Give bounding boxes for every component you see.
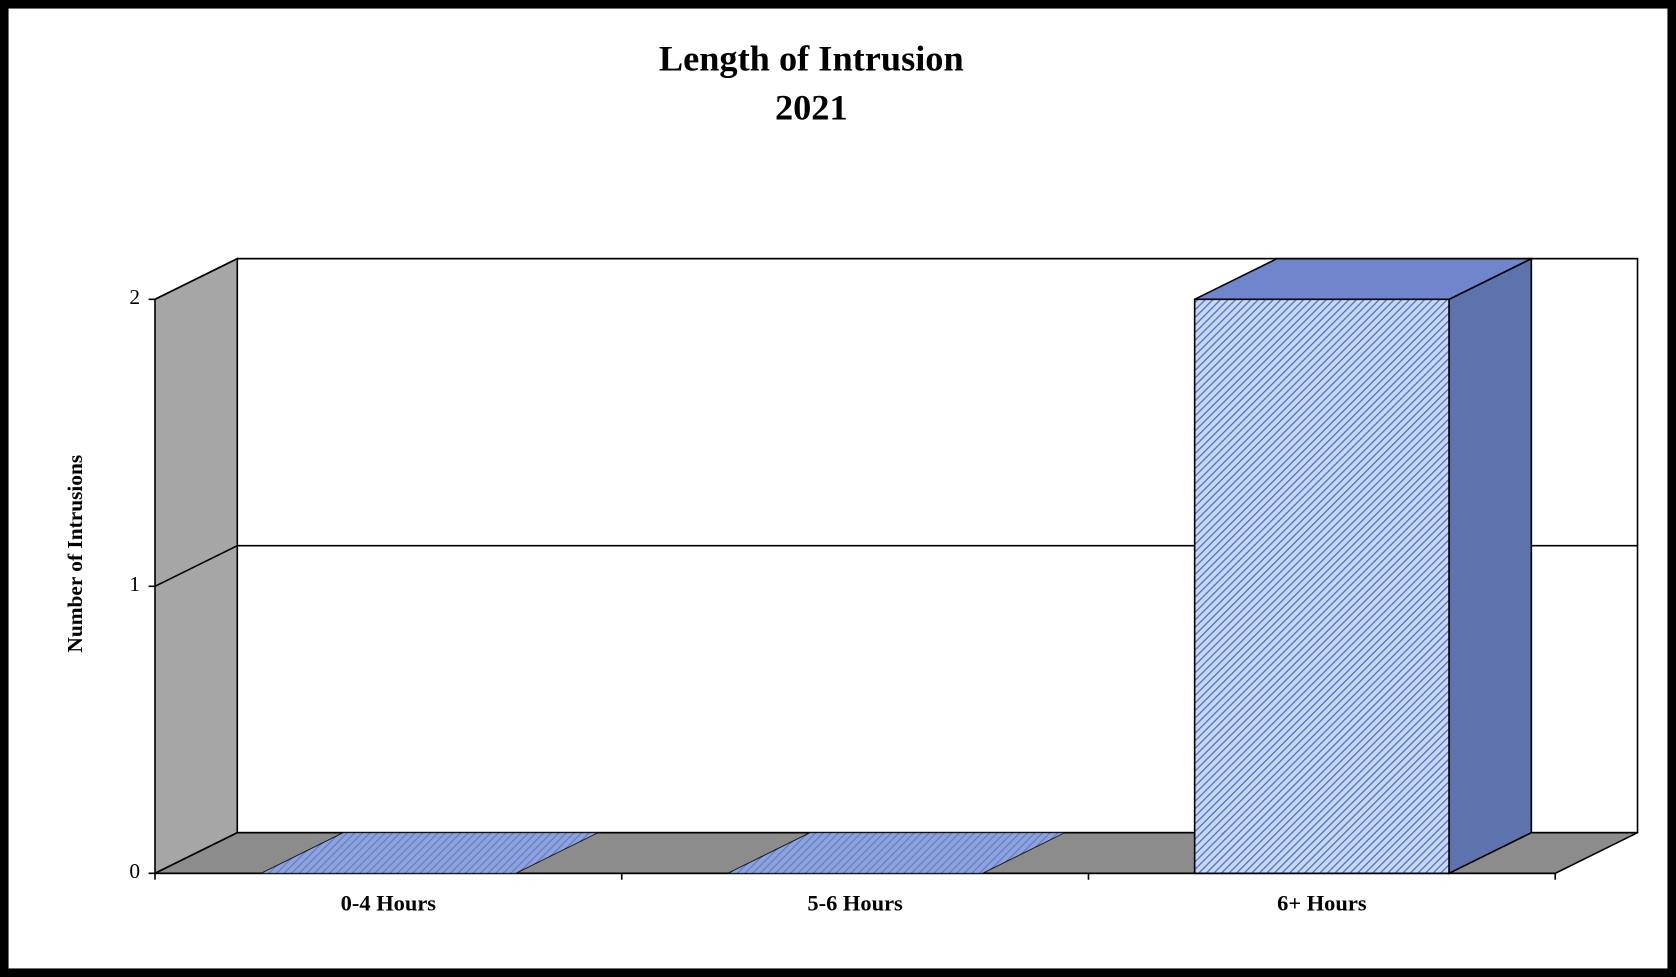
x-tick-label: 6+ Hours [1277, 891, 1367, 916]
x-tick-label: 5-6 Hours [807, 891, 903, 916]
grid-line [154, 544, 238, 588]
y-tick-label: 1 [129, 572, 140, 596]
grid-line [154, 257, 238, 301]
y-tick-label: 0 [129, 859, 140, 883]
chart-title: Length of Intrusion [659, 38, 964, 78]
bar [1193, 298, 1450, 875]
grid-line [154, 831, 238, 875]
bar-side-shade [1449, 258, 1532, 874]
plot: 0 1 2 0-4 Hours 5-6 Hours 6+ Hours [129, 257, 1639, 916]
bar [727, 832, 1065, 874]
bar [261, 832, 598, 874]
y-tick-label: 2 [129, 285, 140, 309]
chart-subtitle: 2021 [775, 88, 848, 128]
y-axis-label: Number of Intrusions [63, 455, 87, 653]
x-tick-label: 0-4 Hours [341, 891, 437, 916]
